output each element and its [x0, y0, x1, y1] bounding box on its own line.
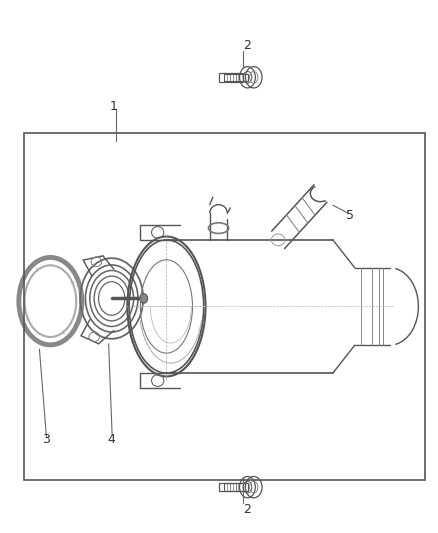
- Text: 2: 2: [244, 39, 251, 52]
- Bar: [219, 73, 243, 82]
- Text: 5: 5: [346, 209, 354, 222]
- Bar: [224, 74, 248, 81]
- Text: 3: 3: [42, 433, 50, 446]
- Text: 4: 4: [108, 433, 116, 446]
- Bar: [219, 483, 243, 491]
- Bar: [224, 483, 248, 491]
- Bar: [24, 133, 425, 480]
- Ellipse shape: [140, 294, 148, 303]
- Text: 1: 1: [110, 100, 118, 113]
- Text: 2: 2: [244, 503, 251, 515]
